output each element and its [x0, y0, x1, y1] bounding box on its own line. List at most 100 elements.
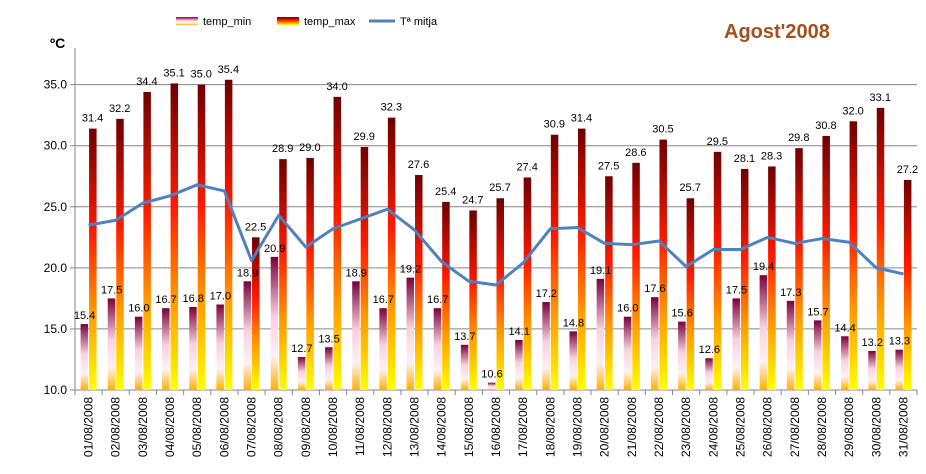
x-tick-label: 03/08/2008	[136, 397, 150, 457]
bar-temp-max	[333, 96, 342, 390]
data-label-temp-max: 32.3	[381, 102, 402, 114]
data-label-temp-min: 12.6	[699, 344, 720, 356]
data-label-temp-max: 32.0	[842, 105, 863, 117]
bar-temp-min	[162, 308, 170, 390]
data-label-temp-min: 18.9	[237, 267, 258, 279]
data-label-temp-min: 15.7	[807, 306, 828, 318]
bar-temp-max	[659, 139, 667, 390]
x-tick-label: 21/08/2008	[625, 397, 639, 457]
bar-temp-min	[433, 308, 442, 390]
data-label-temp-max: 31.4	[82, 113, 103, 125]
x-tick-label: 28/08/2008	[815, 397, 829, 457]
data-label-temp-min: 19.2	[400, 264, 421, 276]
bar-temp-max	[903, 179, 912, 390]
data-label-temp-min: 13.5	[318, 333, 339, 345]
bar-temp-max	[632, 162, 640, 390]
x-tick-label: 02/08/2008	[109, 397, 123, 457]
bar-temp-min	[189, 306, 197, 390]
bar-temp-min	[732, 298, 740, 390]
data-label-temp-min: 15.6	[671, 308, 692, 320]
x-tick-label: 18/08/2008	[543, 397, 557, 457]
grid-lines	[75, 84, 917, 330]
mean-temperature-line	[88, 183, 904, 287]
data-label-temp-max: 35.0	[191, 69, 212, 81]
bar-temp-min	[379, 308, 387, 390]
bar-temp-max	[415, 175, 423, 390]
legend-swatch-temp-min	[176, 17, 198, 25]
x-tick-label: 10/08/2008	[326, 397, 340, 457]
data-label-temp-min: 17.5	[726, 284, 747, 296]
axes: 10.0 15.0 20.0 25.0 30.0 35.0 01/08/2008 02/08/…	[44, 48, 918, 457]
bar-temp-min	[107, 298, 116, 390]
data-label-temp-min: 16.7	[155, 294, 176, 306]
bar-temp-min	[325, 347, 333, 390]
data-label-temp-max: 24.7	[462, 194, 483, 206]
y-tick-label: 35.0	[44, 78, 68, 92]
data-label-temp-max: 29.8	[788, 132, 809, 144]
x-tick-label: 17/08/2008	[516, 397, 530, 457]
bar-temp-max	[170, 83, 179, 391]
x-tick-label: 22/08/2008	[652, 397, 666, 457]
bar-temp-max	[89, 128, 97, 390]
data-label-temp-max: 30.5	[652, 124, 673, 136]
data-label-temp-max: 35.4	[218, 64, 239, 76]
bar-temp-min	[297, 357, 306, 390]
chart-title: Agost'2008	[724, 21, 830, 43]
x-tick-label: 06/08/2008	[217, 397, 231, 457]
data-label-temp-min: 17.5	[101, 284, 122, 296]
bar-temp-min	[868, 350, 876, 390]
x-tick-label: 27/08/2008	[788, 397, 802, 457]
data-label-temp-min: 19.4	[753, 261, 774, 273]
x-tick-label: 05/08/2008	[190, 397, 204, 457]
x-tick-label: 14/08/2008	[435, 397, 449, 457]
x-tick-label: 31/08/2008	[896, 397, 910, 457]
bar-temp-max	[252, 237, 260, 390]
y-tick-label: 30.0	[44, 139, 68, 153]
legend-label-temp-min: temp_min	[203, 16, 251, 28]
x-tick-label: 19/08/2008	[570, 397, 584, 457]
y-tick-label: 25.0	[44, 200, 68, 214]
x-tick-label: 09/08/2008	[299, 397, 313, 457]
bar-temp-max	[469, 210, 477, 390]
data-label-temp-min: 12.7	[291, 343, 312, 355]
data-label-temp-max: 28.6	[625, 147, 646, 159]
data-label-temp-max: 25.4	[435, 186, 456, 198]
data-label-temp-max: 29.0	[299, 142, 320, 154]
y-tick-label: 15.0	[44, 322, 68, 336]
data-label-temp-max: 27.5	[598, 160, 619, 172]
bar-temp-max	[876, 107, 885, 390]
bar-temp-min	[569, 331, 577, 390]
x-tick-label: 08/08/2008	[272, 397, 286, 457]
data-label-temp-min: 18.9	[345, 267, 366, 279]
x-tick-label: 11/08/2008	[353, 397, 367, 456]
bar-temp-min	[650, 297, 659, 390]
data-label-temp-min: 13.7	[454, 331, 475, 343]
x-tick-label: 23/08/2008	[679, 397, 693, 457]
data-label-temp-max: 34.4	[136, 76, 157, 88]
bar-temp-min	[460, 344, 469, 390]
bar-temp-min	[678, 321, 686, 390]
x-tick-label: 07/08/2008	[245, 397, 259, 457]
data-label-temp-min: 17.0	[210, 291, 231, 303]
bar-temp-max	[279, 159, 287, 390]
bar-temp-min	[488, 382, 496, 390]
data-label-temp-max: 33.1	[870, 92, 891, 104]
bar-temp-max	[224, 79, 233, 390]
data-label-temp-min: 15.4	[74, 310, 95, 322]
data-label-temp-max: 27.4	[516, 161, 537, 173]
bar-temp-max	[768, 166, 776, 390]
data-label-temp-min: 13.2	[862, 337, 883, 349]
y-tick-label: 20.0	[44, 261, 68, 275]
data-label-temp-min: 13.3	[889, 336, 910, 348]
bar-temp-max	[605, 176, 613, 390]
data-label-temp-min: 17.3	[780, 287, 801, 299]
data-label-temp-min: 17.6	[644, 283, 665, 295]
x-tick-label: 15/08/2008	[462, 397, 476, 457]
bar-temp-min	[515, 339, 523, 390]
bar-temp-min	[841, 336, 849, 390]
bar-temp-max	[523, 177, 532, 390]
data-label-temp-max: 30.8	[815, 120, 836, 132]
bar-temp-max	[387, 117, 396, 390]
bar-temp-min	[216, 304, 224, 390]
